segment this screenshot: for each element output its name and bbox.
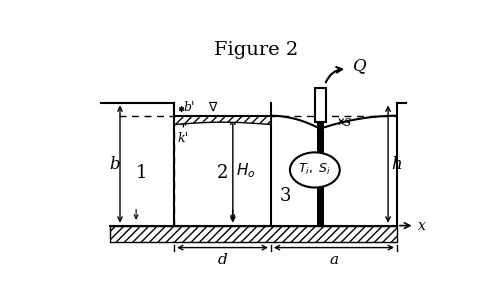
Text: b: b xyxy=(110,156,120,173)
Bar xyxy=(110,226,397,242)
Text: ∇: ∇ xyxy=(208,100,216,113)
Ellipse shape xyxy=(290,152,340,188)
Text: 3: 3 xyxy=(280,187,291,205)
Text: Q: Q xyxy=(353,57,366,74)
Text: d: d xyxy=(218,253,228,267)
Polygon shape xyxy=(174,116,271,125)
Text: a: a xyxy=(330,253,338,267)
Text: b': b' xyxy=(184,101,196,114)
Text: $H_o$: $H_o$ xyxy=(236,161,255,180)
Text: 2: 2 xyxy=(217,164,228,182)
Bar xyxy=(110,226,397,242)
Bar xyxy=(315,88,326,122)
Text: x: x xyxy=(418,219,426,233)
Text: Figure 2: Figure 2 xyxy=(214,41,298,59)
Text: s: s xyxy=(344,115,352,129)
Text: h: h xyxy=(392,156,402,173)
Text: $T_i,\ S_i$: $T_i,\ S_i$ xyxy=(298,162,332,178)
Text: k': k' xyxy=(177,132,188,145)
Text: 1: 1 xyxy=(136,164,147,182)
Bar xyxy=(318,122,324,226)
